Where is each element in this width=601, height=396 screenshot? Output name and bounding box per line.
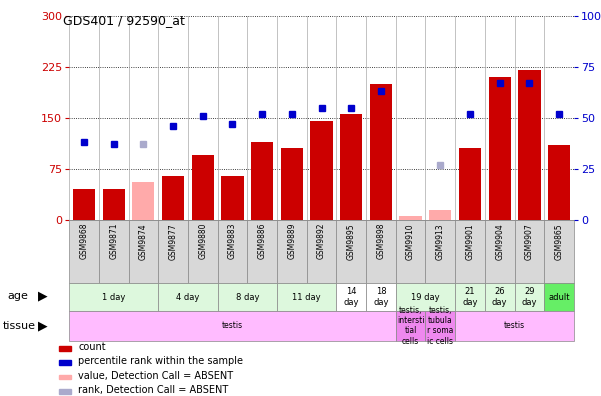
Bar — [129, 220, 158, 283]
Text: 26
day: 26 day — [492, 287, 507, 307]
Bar — [548, 145, 570, 220]
Text: GSM9907: GSM9907 — [525, 223, 534, 260]
Bar — [429, 209, 451, 220]
Bar — [396, 220, 426, 283]
Bar — [277, 283, 337, 311]
Bar — [366, 283, 396, 311]
Bar — [162, 175, 184, 220]
Text: 8 day: 8 day — [236, 293, 259, 301]
Bar — [221, 175, 243, 220]
Text: GSM9910: GSM9910 — [406, 223, 415, 259]
Bar — [218, 283, 277, 311]
Text: GDS401 / 92590_at: GDS401 / 92590_at — [63, 14, 185, 27]
Bar — [132, 183, 154, 220]
Bar — [396, 283, 455, 311]
Bar — [426, 311, 455, 341]
Bar — [485, 283, 514, 311]
Text: ▶: ▶ — [38, 319, 48, 332]
Bar — [158, 220, 188, 283]
Text: testis: testis — [504, 321, 525, 330]
Bar — [340, 114, 362, 220]
Bar — [99, 220, 129, 283]
Text: GSM9865: GSM9865 — [555, 223, 564, 259]
Bar — [455, 283, 485, 311]
Text: testis: testis — [222, 321, 243, 330]
Bar — [59, 375, 72, 379]
Text: GSM9871: GSM9871 — [109, 223, 118, 259]
Bar — [59, 346, 72, 350]
Text: GSM9883: GSM9883 — [228, 223, 237, 259]
Text: GSM9904: GSM9904 — [495, 223, 504, 260]
Bar — [545, 220, 574, 283]
Bar — [459, 148, 481, 220]
Text: GSM9886: GSM9886 — [258, 223, 267, 259]
Text: GSM9895: GSM9895 — [347, 223, 356, 259]
Bar — [158, 283, 218, 311]
Text: 18
day: 18 day — [373, 287, 389, 307]
Text: GSM9874: GSM9874 — [139, 223, 148, 259]
Bar — [218, 220, 247, 283]
Bar — [514, 283, 545, 311]
Bar — [247, 220, 277, 283]
Bar — [514, 220, 545, 283]
Bar — [518, 70, 540, 220]
Text: testis,
intersti
tial
cells: testis, intersti tial cells — [397, 306, 424, 346]
Bar — [426, 220, 455, 283]
Text: percentile rank within the sample: percentile rank within the sample — [79, 356, 243, 366]
Bar — [400, 216, 422, 220]
Text: GSM9880: GSM9880 — [198, 223, 207, 259]
Bar — [337, 283, 366, 311]
Text: 4 day: 4 day — [176, 293, 200, 301]
Bar — [59, 360, 72, 365]
Text: 21
day: 21 day — [462, 287, 478, 307]
Text: GSM9868: GSM9868 — [79, 223, 88, 259]
Bar — [69, 220, 99, 283]
Bar — [69, 311, 396, 341]
Text: adult: adult — [548, 293, 570, 301]
Text: GSM9892: GSM9892 — [317, 223, 326, 259]
Bar — [69, 283, 158, 311]
Text: 1 day: 1 day — [102, 293, 126, 301]
Text: value, Detection Call = ABSENT: value, Detection Call = ABSENT — [79, 371, 234, 381]
Text: 11 day: 11 day — [292, 293, 321, 301]
Bar — [489, 77, 511, 220]
Bar — [277, 220, 307, 283]
Text: count: count — [79, 342, 106, 352]
Bar — [192, 155, 214, 220]
Bar — [307, 220, 337, 283]
Bar — [59, 389, 72, 394]
Text: 14
day: 14 day — [344, 287, 359, 307]
Text: ▶: ▶ — [38, 290, 48, 303]
Bar — [370, 84, 392, 220]
Text: GSM9889: GSM9889 — [287, 223, 296, 259]
Bar — [281, 148, 303, 220]
Text: 29
day: 29 day — [522, 287, 537, 307]
Bar — [188, 220, 218, 283]
Bar — [455, 220, 485, 283]
Bar — [337, 220, 366, 283]
Text: GSM9877: GSM9877 — [168, 223, 177, 259]
Text: GSM9913: GSM9913 — [436, 223, 445, 259]
Bar — [310, 121, 333, 220]
Text: GSM9898: GSM9898 — [376, 223, 385, 259]
Bar — [103, 189, 125, 220]
Text: rank, Detection Call = ABSENT: rank, Detection Call = ABSENT — [79, 385, 229, 395]
Text: testis,
tubula
r soma
ic cells: testis, tubula r soma ic cells — [427, 306, 454, 346]
Bar — [396, 311, 426, 341]
Text: age: age — [7, 291, 28, 301]
Text: GSM9901: GSM9901 — [466, 223, 475, 259]
Bar — [366, 220, 396, 283]
Text: 19 day: 19 day — [411, 293, 440, 301]
Bar — [545, 283, 574, 311]
Bar — [485, 220, 514, 283]
Bar — [251, 142, 273, 220]
Bar — [73, 189, 95, 220]
Text: tissue: tissue — [3, 320, 36, 331]
Bar — [455, 311, 574, 341]
